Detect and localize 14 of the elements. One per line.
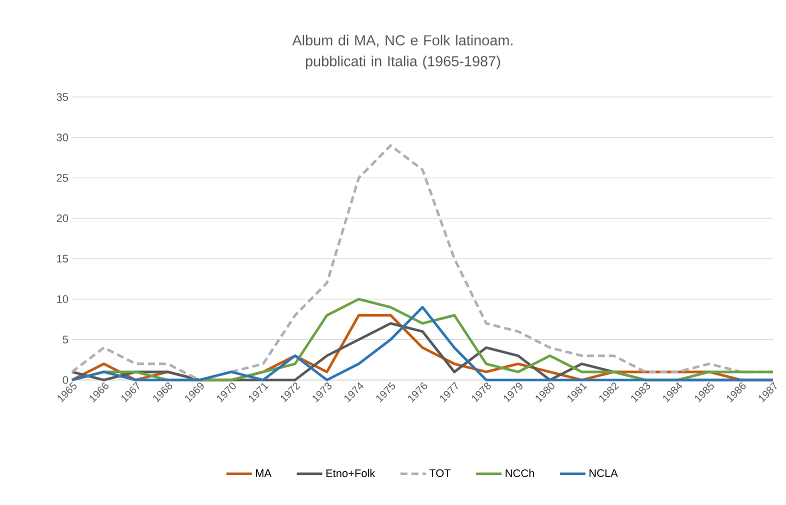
legend-label: NCCh <box>506 469 534 478</box>
y-tick-label: 20 <box>56 214 68 222</box>
legend-label: NCLA <box>590 469 618 477</box>
chart-title: Album di MA, NC e Folk latinoam. pubblicati in Italia (1965-1987) <box>292 34 512 70</box>
y-tick-label: 15 <box>57 254 68 263</box>
y-tick-label: 35 <box>56 93 68 101</box>
legend-label: MA <box>256 469 272 477</box>
legend-label: Etno+Folk <box>326 469 376 478</box>
y-tick-label: 25 <box>56 174 68 182</box>
y-tick-label: 0 <box>62 376 68 384</box>
y-tick-label: 5 <box>62 336 68 344</box>
legend-label: TOT <box>429 469 451 477</box>
y-tick-label: 10 <box>57 295 68 304</box>
y-tick-label: 30 <box>56 134 68 142</box>
